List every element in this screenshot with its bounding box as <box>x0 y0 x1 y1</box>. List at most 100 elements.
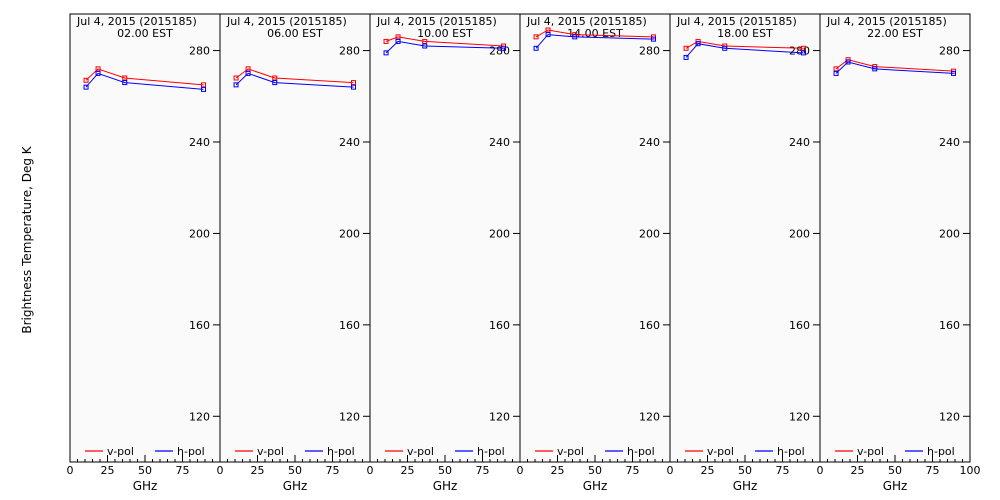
y-tick-label: 240 <box>489 136 510 149</box>
x-tick-label: 75 <box>326 464 340 477</box>
plot-frame <box>819 13 971 463</box>
data-point-h-pol <box>272 80 278 86</box>
y-tick-label: 280 <box>189 45 210 58</box>
data-point-h-pol <box>83 84 89 90</box>
y-tick-label: 240 <box>189 136 210 149</box>
data-point-v-pol <box>383 38 389 44</box>
series-line-h-pol <box>235 72 354 88</box>
data-point-v-pol <box>83 77 89 83</box>
x-tick-label: 50 <box>138 464 152 477</box>
x-axis-title: GHz <box>883 479 908 493</box>
x-tick-label: 50 <box>888 464 902 477</box>
y-tick-label: 160 <box>939 319 960 332</box>
legend-label-v-pol: v-pol <box>107 445 134 458</box>
x-tick-label: 0 <box>817 464 824 477</box>
y-tick-label: 280 <box>939 45 960 58</box>
data-point-v-pol <box>95 66 101 72</box>
y-tick-label: 120 <box>189 410 210 423</box>
x-tick-label: 0 <box>667 464 674 477</box>
y-tick-label: 240 <box>939 136 960 149</box>
series-line-v-pol <box>235 68 354 84</box>
x-tick-label: 0 <box>67 464 74 477</box>
legend-label-h-pol: h-pol <box>777 445 805 458</box>
data-point-v-pol <box>272 75 278 81</box>
panel-4: Jul 4, 2015 (2015185)14.00 EST1201602002… <box>517 13 671 493</box>
data-point-h-pol <box>533 45 539 51</box>
y-tick-label: 160 <box>789 319 810 332</box>
plot-frame <box>519 13 671 463</box>
data-point-h-pol <box>801 50 806 56</box>
x-tick-label: 0 <box>517 464 524 477</box>
y-tick-label: 160 <box>339 319 360 332</box>
x-tick-label: 75 <box>476 464 490 477</box>
data-point-h-pol <box>501 45 506 51</box>
panel-subtitle: 18.00 EST <box>717 27 773 40</box>
data-point-h-pol <box>951 70 956 76</box>
series-line-h-pol <box>385 40 504 54</box>
panel-subtitle: 06.00 EST <box>267 27 323 40</box>
panel-5: Jul 4, 2015 (2015185)18.00 EST 120 160 200 2… <box>667 13 821 493</box>
y-tick-label: 240 <box>789 136 810 149</box>
x-axis-title: GHz <box>733 479 758 493</box>
legend-label-v-pol: v-pol <box>557 445 584 458</box>
data-point-h-pol <box>233 82 239 88</box>
legend-label-h-pol: h-pol <box>927 445 955 458</box>
data-point-v-pol <box>533 34 539 40</box>
y-tick-label: 200 <box>489 227 510 240</box>
data-point-v-pol <box>245 66 251 72</box>
x-tick-label: 0 <box>367 464 374 477</box>
panel-subtitle: 22.00 EST <box>867 27 923 40</box>
data-point-h-pol <box>351 84 356 90</box>
data-point-h-pol <box>95 70 101 76</box>
x-tick-label: 25 <box>251 464 265 477</box>
panel-title: Jul 4, 2015 (2015185) <box>826 15 947 28</box>
y-tick-label: 160 <box>189 319 210 332</box>
legend-label-h-pol: h-pol <box>327 445 355 458</box>
panel-subtitle: 02.00 EST <box>117 27 173 40</box>
y-tick-label: 160 <box>639 319 660 332</box>
data-point-h-pol <box>651 36 656 42</box>
data-point-h-pol <box>545 32 551 38</box>
y-tick-label: 200 <box>339 227 360 240</box>
data-point-h-pol <box>201 86 206 92</box>
legend-label-v-pol: v-pol <box>707 445 734 458</box>
data-point-v-pol <box>233 75 239 81</box>
data-point-v-pol <box>801 45 806 51</box>
x-tick-label: 75 <box>626 464 640 477</box>
x-tick-label: 25 <box>551 464 565 477</box>
y-tick-label: 240 <box>639 136 660 149</box>
data-point-h-pol <box>422 43 428 49</box>
y-tick-label: 120 <box>639 410 660 423</box>
data-point-v-pol <box>545 27 551 33</box>
x-tick-label: 50 <box>588 464 602 477</box>
legend-label-h-pol: h-pol <box>177 445 205 458</box>
panel-title: Jul 4, 2015 (2015185) <box>676 15 797 28</box>
panel-title: Jul 4, 2015 (2015185) <box>376 15 497 28</box>
data-point-h-pol <box>695 41 701 47</box>
x-axis-title: GHz <box>133 479 158 493</box>
legend-label-h-pol: h-pol <box>627 445 655 458</box>
data-point-v-pol <box>395 34 401 40</box>
data-point-v-pol <box>201 82 206 88</box>
data-point-h-pol <box>395 38 401 44</box>
series-line-h-pol <box>685 43 804 58</box>
series-line-v-pol <box>835 59 954 72</box>
panel-3: Jul 4, 2015 (2015185)10.00 EST 120 160 200 2… <box>367 13 521 493</box>
series-line-v-pol <box>385 36 504 47</box>
legend-label-v-pol: v-pol <box>857 445 884 458</box>
panel-title: Jul 4, 2015 (2015185) <box>76 15 197 28</box>
data-point-v-pol <box>422 38 428 44</box>
data-point-v-pol <box>833 66 839 72</box>
x-tick-label: 50 <box>738 464 752 477</box>
y-tick-label: 120 <box>939 410 960 423</box>
panel-1: Jul 4, 2015 (2015185)02.00 EST 120 160 200 2… <box>67 13 221 493</box>
series-line-h-pol <box>85 72 204 90</box>
data-point-h-pol <box>383 50 389 56</box>
data-point-h-pol <box>833 70 839 76</box>
data-point-v-pol <box>683 45 689 51</box>
data-point-h-pol <box>572 34 578 40</box>
legend-label-h-pol: h-pol <box>477 445 505 458</box>
x-tick-label: 50 <box>288 464 302 477</box>
data-point-h-pol <box>845 59 851 65</box>
x-tick-label: 75 <box>176 464 190 477</box>
